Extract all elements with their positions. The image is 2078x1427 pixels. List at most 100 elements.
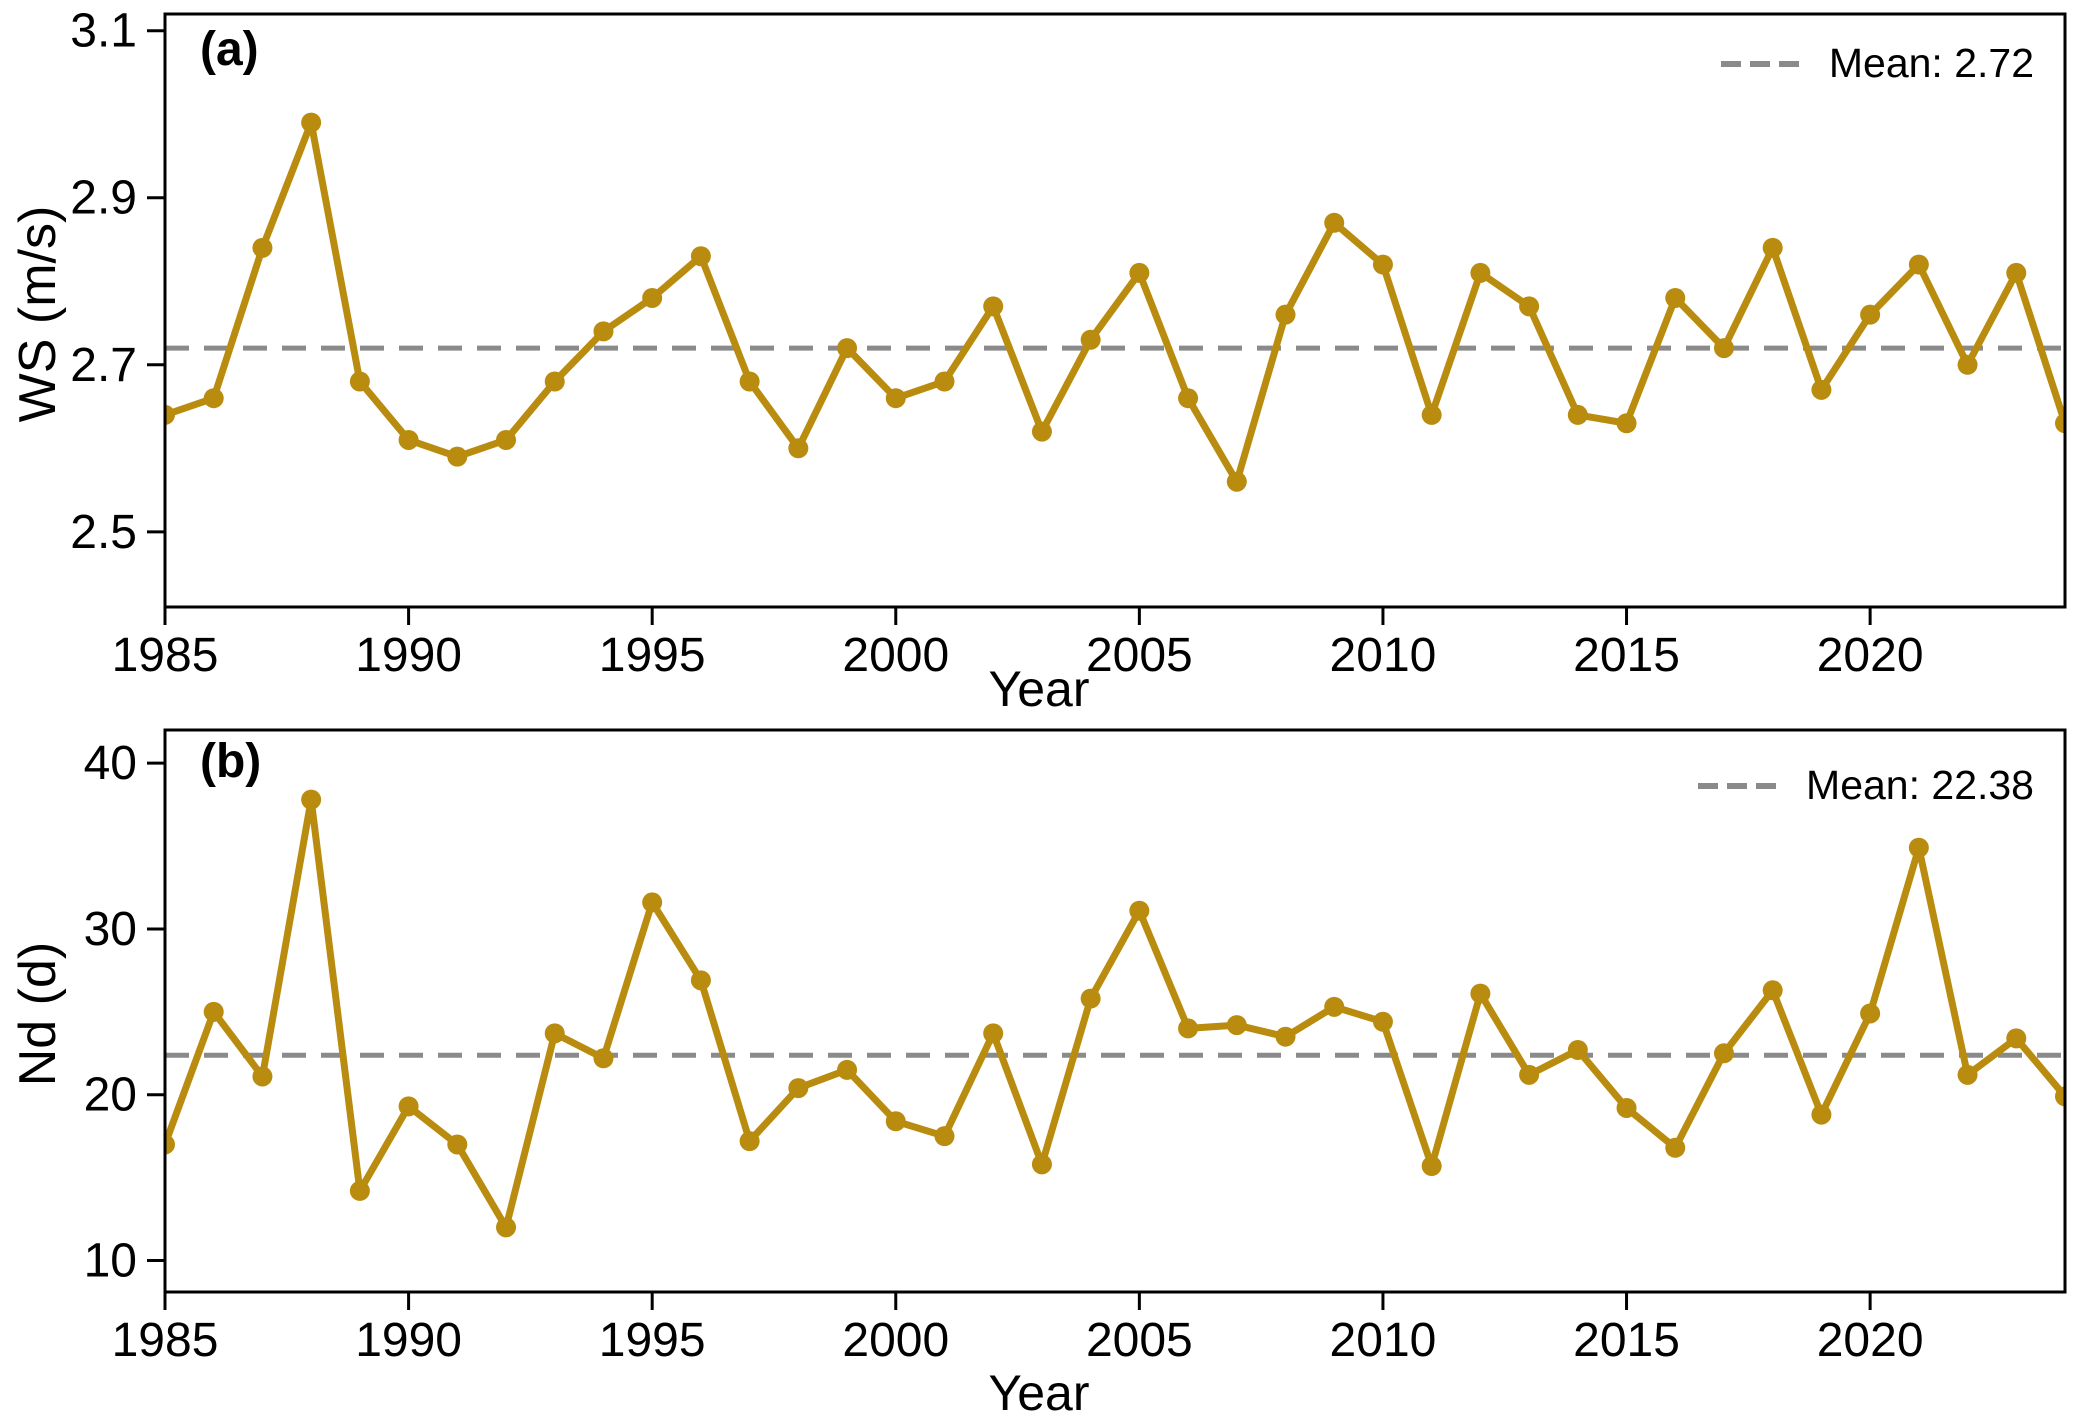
data-point <box>983 296 1004 317</box>
data-point <box>496 429 517 450</box>
data-point <box>1957 1064 1978 1085</box>
data-point <box>983 1023 1004 1044</box>
x-tick-label: 2010 <box>1330 1314 1437 1367</box>
panel-a-legend-label: Mean: 2.72 <box>1828 40 2034 86</box>
data-point <box>1275 304 1296 325</box>
data-point <box>301 789 322 810</box>
data-point <box>690 970 711 991</box>
data-point <box>544 1023 565 1044</box>
data-point <box>1519 1064 1540 1085</box>
mean-dashed-line-icon <box>1698 782 1777 789</box>
y-tick-label: 10 <box>84 1235 137 1288</box>
x-tick-label: 1990 <box>355 1314 462 1367</box>
x-tick-label: 2020 <box>1817 1314 1924 1367</box>
panel-a-legend: Mean: 2.72 <box>1720 40 2034 87</box>
panel-b-y-axis-title: Nd (d) <box>9 941 67 1087</box>
data-point <box>1762 237 1783 258</box>
data-point <box>1080 988 1101 1009</box>
data-point <box>837 338 858 359</box>
data-point <box>252 1066 273 1087</box>
data-point <box>349 371 370 392</box>
data-point <box>1178 388 1199 409</box>
mean-dashed-line-icon <box>1720 60 1799 67</box>
data-point <box>1713 338 1734 359</box>
data-point <box>1519 296 1540 317</box>
data-point <box>1129 262 1150 283</box>
x-tick-label: 1985 <box>112 1314 219 1367</box>
data-point <box>165 404 175 425</box>
axes-frame <box>163 12 2067 609</box>
data-point <box>496 1217 517 1238</box>
data-point <box>739 1131 760 1152</box>
panel-a-y-axis-title: WS (m/s) <box>9 205 67 423</box>
y-tick-label: 3.1 <box>70 5 137 58</box>
data-point <box>788 438 809 459</box>
data-point <box>1567 1039 1588 1060</box>
data-point <box>690 246 711 267</box>
axes-frame <box>163 728 2067 1294</box>
data-point <box>1860 304 1881 325</box>
data-point <box>1762 980 1783 1001</box>
data-point <box>593 1048 614 1069</box>
panel-a-x-axis-title: Year <box>988 661 1090 717</box>
data-point <box>1421 404 1442 425</box>
data-point <box>2006 1028 2027 1049</box>
panel-b-legend-label: Mean: 22.38 <box>1806 762 2034 808</box>
data-point <box>1129 900 1150 921</box>
data-point <box>1860 1003 1881 1024</box>
panel-b-plot: 1985 1990 1995 2000 2005 2010 2015 2020 10 20 30 40 <box>84 728 2067 1367</box>
data-point <box>1908 837 1929 858</box>
data-point <box>398 429 419 450</box>
data-point <box>1908 254 1929 275</box>
data-point <box>593 321 614 342</box>
data-point <box>1275 1026 1296 1047</box>
panel-b-label: (b) <box>200 735 262 788</box>
data-point <box>885 388 906 409</box>
data-point <box>837 1059 858 1080</box>
data-point <box>1665 287 1686 308</box>
y-tick-label: 40 <box>84 737 137 790</box>
data-point <box>1957 354 1978 375</box>
x-tick-label: 2010 <box>1330 629 1437 682</box>
data-point <box>349 1180 370 1201</box>
x-tick-label: 2005 <box>1086 629 1193 682</box>
data-point <box>1226 471 1247 492</box>
data-point <box>1372 1011 1393 1032</box>
data-point <box>165 1134 175 1155</box>
data-point <box>1324 212 1345 233</box>
x-tick-label: 2005 <box>1086 1314 1193 1367</box>
x-tick-label: 1990 <box>355 629 462 682</box>
panel-b-x-axis-title: Year <box>988 1365 1090 1421</box>
data-point <box>1226 1015 1247 1036</box>
y-tick-label: 20 <box>84 1069 137 1122</box>
data-point <box>1811 379 1832 400</box>
data-point <box>1470 262 1491 283</box>
x-tick-label: 1985 <box>112 629 219 682</box>
data-point <box>934 1126 955 1147</box>
y-tick-label: 2.9 <box>70 172 137 225</box>
panel-b-legend: Mean: 22.38 <box>1698 762 2034 809</box>
data-point <box>203 1001 224 1022</box>
panel-a-plot: 1985 1990 1995 2000 2005 2010 2015 2020 2.5 2.7 2.… <box>70 5 2067 682</box>
data-point <box>1713 1043 1734 1064</box>
y-tick-label: 30 <box>84 903 137 956</box>
x-tick-label: 2020 <box>1817 629 1924 682</box>
data-line <box>165 119 2065 486</box>
data-line <box>165 796 2065 1231</box>
data-point <box>1031 421 1052 442</box>
x-tick-label: 2000 <box>842 1314 949 1367</box>
x-tick-label: 2000 <box>842 629 949 682</box>
panel-a-label: (a) <box>200 23 259 76</box>
data-point <box>398 1096 419 1117</box>
data-point <box>1811 1104 1832 1125</box>
data-point <box>1421 1156 1442 1177</box>
data-point <box>739 371 760 392</box>
data-point <box>1567 404 1588 425</box>
x-tick-label: 2015 <box>1573 1314 1680 1367</box>
data-point <box>2055 413 2065 434</box>
data-point <box>885 1111 906 1132</box>
data-point <box>1616 413 1637 434</box>
data-point <box>2055 1086 2065 1107</box>
data-point <box>642 287 663 308</box>
data-point <box>1324 996 1345 1017</box>
